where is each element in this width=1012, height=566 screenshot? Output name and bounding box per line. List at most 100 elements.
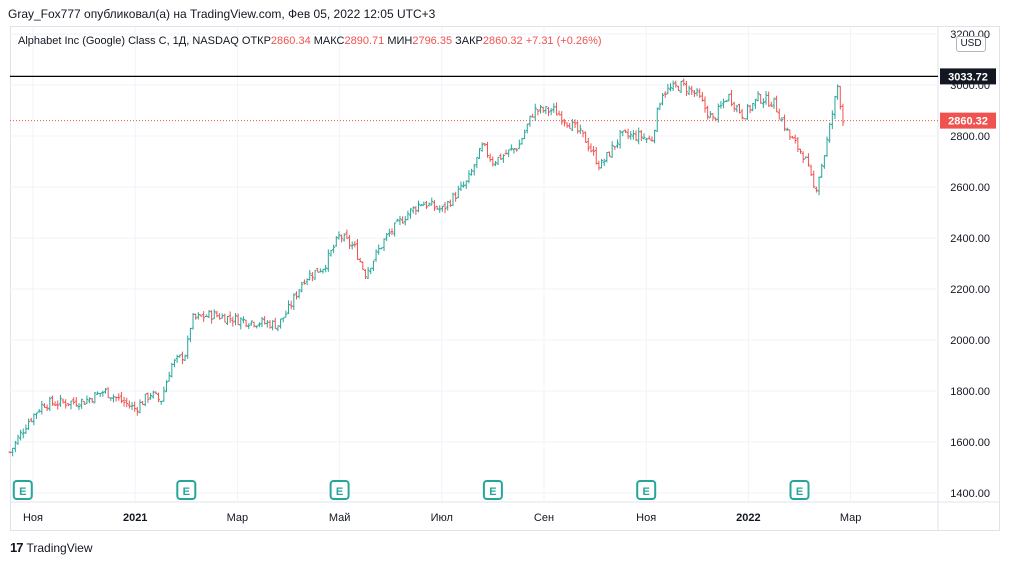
- candle: [324, 264, 328, 273]
- candle: [546, 107, 550, 117]
- candle: [358, 257, 362, 263]
- earnings-icon: [482, 480, 503, 500]
- earnings-marker[interactable]: E: [176, 480, 197, 500]
- candle: [106, 387, 110, 398]
- candle: [581, 130, 585, 138]
- candle: [549, 108, 553, 116]
- candle: [512, 148, 516, 154]
- candle: [432, 200, 436, 211]
- candle: [385, 232, 389, 242]
- candle: [268, 320, 272, 329]
- candle: [226, 315, 230, 326]
- candle: [501, 154, 505, 163]
- candle: [806, 153, 810, 167]
- candle: [663, 91, 667, 98]
- candle: [761, 98, 765, 109]
- candle: [329, 249, 333, 257]
- x-tick-label: Июл: [431, 512, 453, 524]
- candle: [684, 80, 688, 96]
- candle: [390, 228, 394, 236]
- candle: [300, 281, 304, 293]
- candle: [833, 95, 837, 120]
- candle: [430, 197, 434, 206]
- candle: [96, 391, 100, 395]
- candle: [345, 229, 349, 240]
- candle: [812, 170, 816, 189]
- candle: [207, 310, 211, 319]
- candle: [371, 260, 375, 272]
- candle: [597, 160, 601, 171]
- earnings-marker[interactable]: E: [12, 480, 33, 500]
- candle: [411, 206, 415, 214]
- candle: [711, 112, 715, 121]
- candle: [16, 434, 20, 445]
- candle: [27, 418, 31, 430]
- candle: [592, 146, 596, 156]
- earnings-marker[interactable]: E: [636, 480, 657, 500]
- chart-frame[interactable]: [10, 26, 1000, 531]
- candle: [700, 91, 704, 102]
- y-tick-label: 1800.00: [950, 386, 990, 398]
- candle: [836, 84, 840, 100]
- candle: [671, 80, 675, 91]
- candle: [788, 129, 792, 140]
- candle: [244, 319, 248, 328]
- candle: [554, 102, 558, 116]
- candle: [785, 127, 789, 132]
- candle: [520, 137, 524, 145]
- grid: [10, 27, 1000, 530]
- overlays: 3033.72 2860.32: [10, 68, 996, 129]
- candle: [159, 400, 163, 405]
- candle: [722, 98, 726, 109]
- footer: 17 TradingView: [10, 540, 93, 555]
- candle: [101, 390, 105, 397]
- earnings-marker[interactable]: E: [482, 480, 503, 500]
- y-tick-label: 2800.00: [950, 131, 990, 143]
- candle: [817, 176, 821, 196]
- candle: [363, 269, 367, 279]
- earnings-label: E: [336, 486, 343, 498]
- earnings-marker[interactable]: E: [329, 480, 350, 500]
- candle: [276, 325, 280, 332]
- candle: [584, 131, 588, 144]
- candle: [493, 160, 497, 167]
- candle: [578, 124, 582, 134]
- low-label: МИН: [387, 35, 413, 47]
- candle: [172, 359, 176, 368]
- candle: [488, 153, 492, 162]
- candle: [743, 118, 747, 120]
- candle: [252, 321, 256, 328]
- candle: [302, 279, 306, 285]
- candle: [451, 192, 455, 206]
- candle: [218, 313, 222, 320]
- candle: [11, 447, 15, 457]
- candle: [814, 186, 818, 193]
- candle: [440, 205, 444, 212]
- candle: [260, 317, 264, 328]
- currency-button[interactable]: USD: [956, 36, 986, 52]
- candle: [313, 269, 317, 280]
- last-price-tag: [940, 112, 996, 129]
- candle: [340, 234, 344, 243]
- candle: [88, 397, 92, 404]
- candle: [19, 429, 23, 441]
- earnings-marker[interactable]: E: [789, 480, 810, 500]
- candle: [369, 267, 373, 275]
- candle: [735, 104, 739, 113]
- candle: [241, 316, 245, 324]
- earnings-label: E: [19, 486, 26, 498]
- candle: [114, 396, 118, 402]
- y-tick-label: 1600.00: [950, 437, 990, 449]
- candle: [135, 406, 139, 416]
- candle: [90, 397, 94, 403]
- candle: [178, 354, 182, 358]
- candle: [560, 111, 564, 125]
- candle: [825, 136, 829, 157]
- candle: [576, 121, 580, 134]
- candle: [525, 123, 529, 134]
- candle: [337, 231, 341, 240]
- candle: [796, 137, 800, 153]
- candle: [202, 311, 206, 323]
- candle: [180, 351, 184, 365]
